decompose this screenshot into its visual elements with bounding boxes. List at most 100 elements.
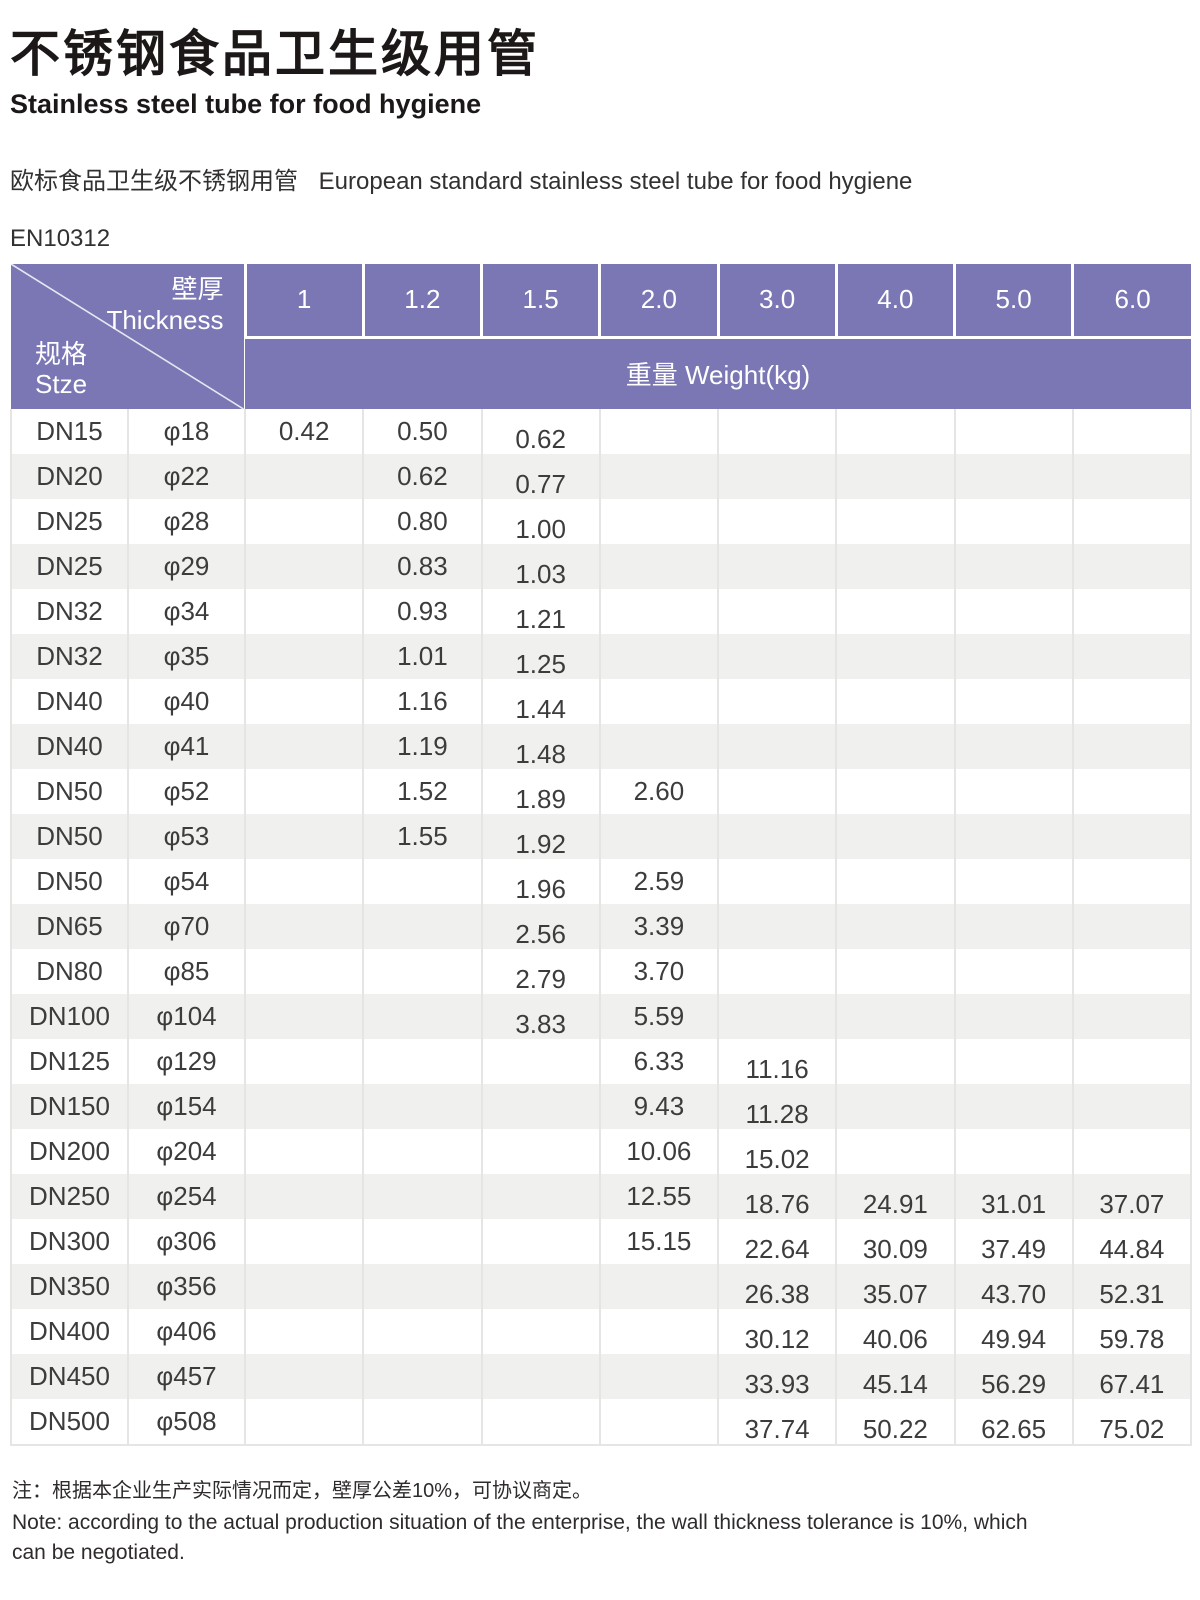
weight-cell [1072,1038,1193,1084]
weight-cell [718,948,838,994]
size-cell: DN250 [10,1173,129,1219]
weight-cell [836,678,956,724]
diameter-cell: φ508 [128,1398,246,1446]
weight-cell [245,813,365,859]
weight-cell: 1.01 [363,633,483,679]
weight-cell: 10.06 [599,1128,720,1174]
weight-cell [836,588,956,634]
diameter-cell: φ18 [128,408,246,454]
diameter-cell: φ40 [128,678,246,724]
weight-cell [245,1308,365,1354]
weight-cell: 22.64 [718,1218,838,1264]
weight-cell [599,498,720,544]
table-row: DN100 φ104 3.83 5.59 [10,993,1193,1039]
diameter-cell: φ154 [128,1083,246,1129]
weight-cell [599,1353,720,1399]
diameter-cell: φ41 [128,723,246,769]
table-row: DN40 φ40 1.16 1.44 [10,678,1193,724]
size-cell: DN32 [10,588,129,634]
diameter-cell: φ85 [128,948,246,994]
weight-cell: 44.84 [1072,1218,1193,1264]
weight-cell [363,1173,483,1219]
size-cell: DN20 [10,453,129,499]
weight-cell [954,993,1074,1039]
weight-cell: 15.15 [599,1218,720,1264]
weight-cell [599,543,720,589]
table-row: DN80 φ85 2.79 3.70 [10,948,1193,994]
size-cell: DN200 [10,1128,129,1174]
thickness-col-header: 1.2 [361,263,482,339]
page-title-en: Stainless steel tube for food hygiene [10,88,482,119]
weight-cell [363,1083,483,1129]
diameter-cell: φ53 [128,813,246,859]
weight-cell: 3.39 [599,903,720,949]
weight-cell: 2.60 [599,768,720,814]
weight-cell: 1.92 [481,813,601,859]
size-cell: DN500 [10,1398,129,1446]
weight-cell [1072,1128,1193,1174]
weight-cell [1072,543,1193,589]
weight-cell [363,1398,483,1446]
weight-cell [836,903,956,949]
size-cell: DN25 [10,543,129,589]
weight-cell: 12.55 [599,1173,720,1219]
weight-cell: 1.89 [481,768,601,814]
weight-cell [599,813,720,859]
weight-cell [954,723,1074,769]
weight-cell: 6.33 [599,1038,720,1084]
weight-cell: 67.41 [1072,1353,1193,1399]
weight-cell: 0.83 [363,543,483,589]
table-row: DN250 φ254 12.55 18.76 24.91 31.01 37.07 [10,1173,1193,1219]
weight-cell: 37.74 [718,1398,838,1446]
weight-cell [1072,993,1193,1039]
table-row: DN25 φ28 0.80 1.00 [10,498,1193,544]
weight-cell: 1.19 [363,723,483,769]
diameter-cell: φ22 [128,453,246,499]
weight-cell [363,1128,483,1174]
weight-cell [363,1263,483,1309]
weight-cell [836,633,956,679]
weight-cell: 43.70 [954,1263,1074,1309]
standard-description-zh: 欧标食品卫生级不锈钢用管 [10,167,298,195]
weight-cell [363,858,483,904]
size-cell: DN32 [10,633,129,679]
standard-code: EN10312 [10,224,111,252]
weight-cell [718,723,838,769]
weight-cell [363,903,483,949]
weight-cell [245,723,365,769]
table-row: DN65 φ70 2.56 3.39 [10,903,1193,949]
weight-cell: 49.94 [954,1308,1074,1354]
weight-cell [718,768,838,814]
note-en: Note: according to the actual production… [12,1510,1028,1565]
weight-cell [245,1353,365,1399]
size-cell: DN300 [10,1218,129,1264]
weight-cell: 2.79 [481,948,601,994]
table-row: DN50 φ52 1.52 1.89 2.60 [10,768,1193,814]
weight-cell [363,1218,483,1264]
corner-size-label: 规格 Stze [35,339,87,400]
size-cell: DN450 [10,1353,129,1399]
table-row: DN125 φ129 6.33 11.16 [10,1038,1193,1084]
weight-cell [1072,723,1193,769]
weight-cell [1072,588,1193,634]
weight-cell [836,1038,956,1084]
weight-cell [954,588,1074,634]
diameter-cell: φ457 [128,1353,246,1399]
diameter-cell: φ204 [128,1128,246,1174]
weight-cell [363,993,483,1039]
weight-cell: 1.96 [481,858,601,904]
diameter-cell: φ54 [128,858,246,904]
weight-cell [599,633,720,679]
weight-cell [718,678,838,724]
diagonal-divider [11,264,244,409]
corner-thickness-zh: 壁厚 [171,273,224,304]
weight-cell [954,903,1074,949]
weight-cell: 1.55 [363,813,483,859]
weight-cell [481,1173,601,1219]
weight-cell [1072,498,1193,544]
weight-cell [718,813,838,859]
weight-cell [363,1038,483,1084]
thickness-col-header: 1 [243,263,364,339]
diameter-cell: φ254 [128,1173,246,1219]
page-title-zh: 不锈钢食品卫生级用管 [10,26,540,82]
